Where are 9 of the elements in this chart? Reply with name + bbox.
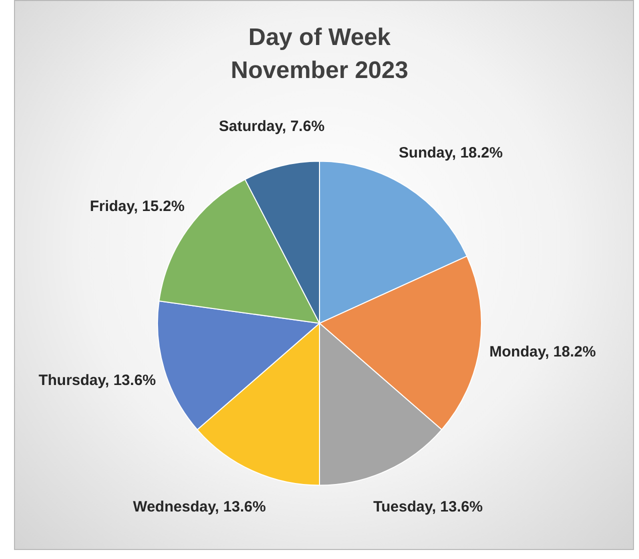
slice-label: Saturday, 7.6% <box>218 118 325 136</box>
slice-label: Thursday, 13.6% <box>38 372 156 390</box>
slice-label: Tuesday, 13.6% <box>373 498 483 516</box>
slice-label: Wednesday, 13.6% <box>132 498 266 516</box>
slice-label: Sunday, 18.2% <box>398 144 503 162</box>
slice-label: Monday, 18.2% <box>489 344 596 361</box>
chart-title: Day of Week <box>248 24 392 52</box>
slice-label: Friday, 15.2% <box>90 198 185 215</box>
chart-subtitle: November 2023 <box>230 56 408 84</box>
